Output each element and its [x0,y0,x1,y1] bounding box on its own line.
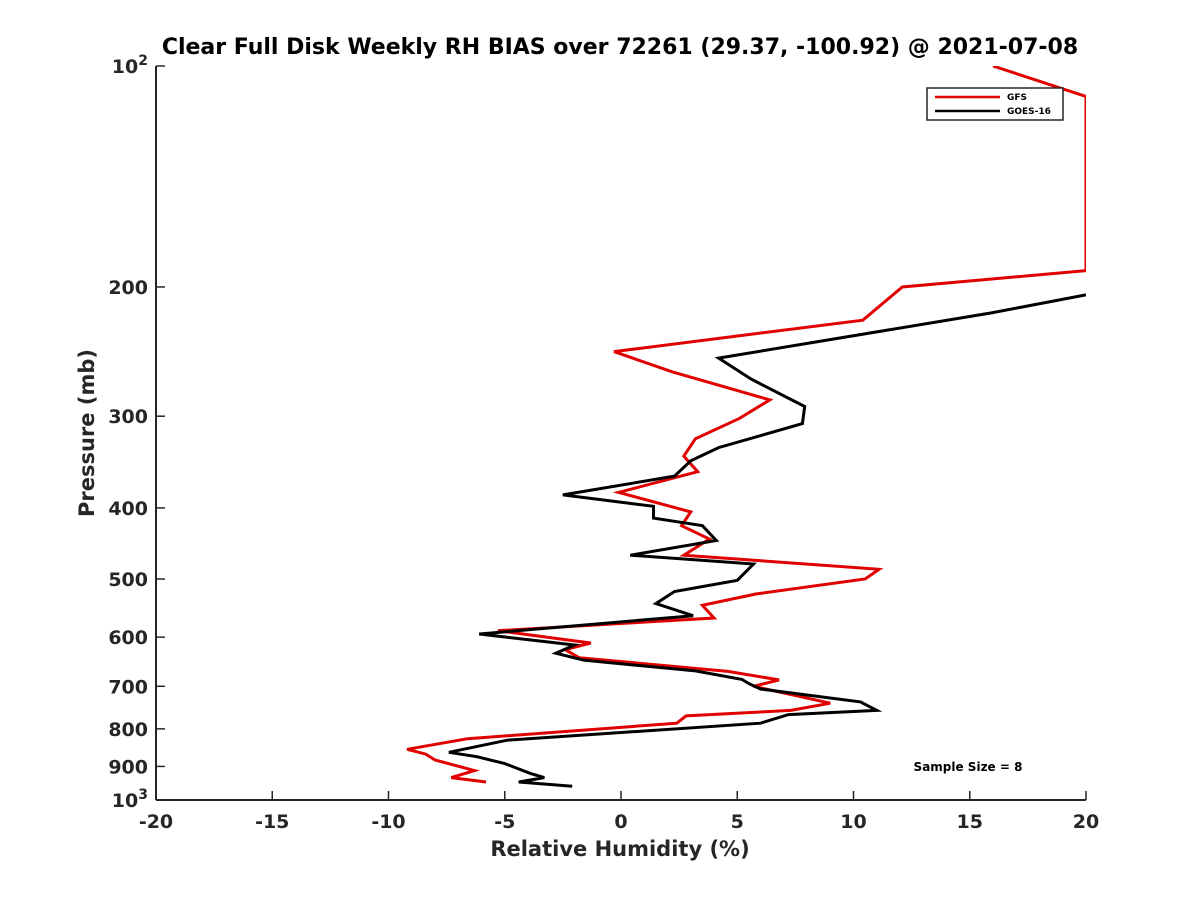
y-tick-label: 103 [112,787,148,812]
x-tick-label: 0 [614,811,627,833]
x-tick-label: 10 [840,811,866,833]
y-axis-label: Pressure (mb) [75,349,99,517]
y-tick-label: 500 [108,569,148,591]
y-tick-label: 900 [108,756,148,778]
y-ticks: 102 200 300 400 500 600 700 800 900 103 [108,53,165,812]
sample-size-annotation: Sample Size = 8 [914,760,1023,774]
legend-label-goes-16: GOES-16 [1007,107,1051,117]
x-axis-label: Relative Humidity (%) [490,837,749,861]
y-tick-label: 400 [108,498,148,520]
y-tick-label: 200 [108,277,148,299]
y-tick-label: 300 [108,406,148,428]
y-tick-label: 600 [108,627,148,649]
x-ticks: -20 -15 -10 -5 0 5 10 15 20 [139,791,1099,833]
x-tick-label: 15 [957,811,983,833]
x-tick-label: 5 [731,811,744,833]
axes-layer [155,66,1086,801]
x-tick-label: -5 [494,811,515,833]
x-tick-label: 20 [1073,811,1099,833]
x-tick-label: -10 [371,811,405,833]
x-tick-label: -15 [255,811,289,833]
chart-title: Clear Full Disk Weekly RH BIAS over 7226… [162,35,1078,60]
y-tick-label: 102 [112,53,148,78]
legend-box [926,87,1064,121]
series-layer [406,66,1086,788]
y-tick-label: 800 [108,719,148,741]
series-line-goes-16 [448,293,1086,788]
legend-label-gfs: GFS [1007,93,1027,103]
legend: GFS GOES-16 [926,87,1064,121]
series-line-gfs [406,66,1086,784]
y-tick-label: 700 [108,676,148,698]
x-tick-label: -20 [139,811,173,833]
